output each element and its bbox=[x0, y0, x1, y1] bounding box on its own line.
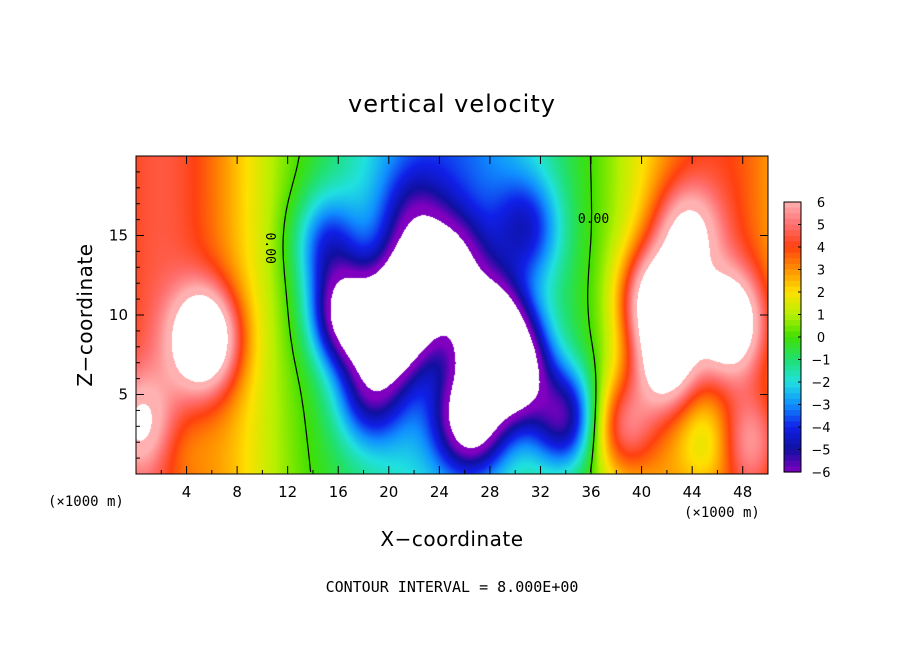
colorbar-swatch bbox=[784, 331, 801, 338]
colorbar-swatch bbox=[784, 314, 801, 321]
colorbar-swatch bbox=[784, 376, 801, 383]
x-axis-ticks: 4 8 12 16 20 24 28 32 36 40 44 48 bbox=[160, 156, 752, 501]
colorbar-swatch bbox=[784, 421, 801, 428]
x-tick-label: 48 bbox=[733, 483, 752, 501]
colorbar-swatch bbox=[784, 224, 801, 231]
colorbar-swatch bbox=[784, 275, 801, 282]
x-tick-label: 16 bbox=[329, 483, 348, 501]
colorbar-tick-label: 4 bbox=[817, 241, 825, 256]
chart-title: vertical velocity bbox=[348, 90, 556, 118]
x-tick-label: 20 bbox=[379, 483, 398, 501]
colorbar-tick-label: 2 bbox=[817, 286, 825, 301]
colorbar-swatch bbox=[784, 320, 801, 327]
colorbar-swatch bbox=[784, 202, 801, 209]
colorbar-swatch bbox=[784, 382, 801, 389]
colorbar-swatch bbox=[784, 269, 801, 276]
colorbar-swatch bbox=[784, 427, 801, 434]
y-axis-ticks: 5 10 15 bbox=[109, 171, 768, 459]
colorbar-tick-label: 3 bbox=[817, 264, 825, 279]
colorbar-swatch bbox=[784, 410, 801, 417]
colorbar-swatch bbox=[784, 280, 801, 287]
colorbar-swatch bbox=[784, 415, 801, 422]
x-tick-label: 8 bbox=[232, 483, 242, 501]
colorbar-swatch bbox=[784, 365, 801, 372]
colorbar-tick-label: 6 bbox=[817, 196, 825, 211]
colorbar-swatch bbox=[784, 303, 801, 310]
colorbar-swatch bbox=[784, 235, 801, 242]
x-tick-label: 36 bbox=[581, 483, 600, 501]
colorbar-swatch bbox=[784, 342, 801, 349]
x-tick-label: 40 bbox=[632, 483, 651, 501]
colorbar-swatch bbox=[784, 241, 801, 248]
contour-interval-note: CONTOUR INTERVAL = 8.000E+00 bbox=[326, 578, 579, 596]
colorbar-swatch bbox=[784, 263, 801, 271]
colorbar-tick-label: −1 bbox=[811, 354, 830, 369]
x-tick-label: 24 bbox=[430, 483, 449, 501]
colorbar-swatch bbox=[784, 359, 801, 366]
colorbar-tick-label: −5 bbox=[811, 444, 830, 459]
y-tick-label: 10 bbox=[109, 306, 128, 324]
y-axis-label: Z−coordinate bbox=[73, 243, 97, 386]
colorbar-swatch bbox=[784, 258, 801, 265]
contour-label: 0.00 bbox=[578, 212, 609, 227]
x-tick-label: 4 bbox=[182, 483, 192, 501]
colorbar-swatch bbox=[784, 393, 801, 400]
contour-label: 0.00 bbox=[262, 233, 277, 264]
colorbar-swatch bbox=[784, 449, 801, 456]
x-unit-right: (×1000 m) bbox=[684, 505, 760, 521]
colorbar-swatch bbox=[784, 348, 801, 355]
colorbar-swatch bbox=[784, 466, 801, 473]
colorbar-tick-label: −4 bbox=[811, 421, 830, 436]
colorbar-swatch bbox=[784, 213, 801, 220]
heatmap-field bbox=[136, 156, 768, 474]
colorbar-swatch bbox=[784, 337, 801, 344]
colorbar-swatch bbox=[784, 398, 801, 406]
colorbar-swatch bbox=[784, 387, 801, 394]
colorbar: 6 5 4 3 2 1 0 −1 −2 −3 −4 −5 −6 bbox=[783, 196, 831, 481]
colorbar-swatch bbox=[784, 297, 801, 304]
x-tick-label: 32 bbox=[531, 483, 550, 501]
colorbar-swatch bbox=[784, 230, 801, 237]
colorbar-swatch bbox=[784, 308, 801, 316]
colorbar-swatch bbox=[784, 207, 801, 214]
colorbar-swatch bbox=[784, 292, 801, 299]
colorbar-tick-label: 0 bbox=[817, 331, 825, 346]
contour-lines bbox=[282, 155, 597, 473]
y-tick-label: 5 bbox=[118, 386, 128, 404]
colorbar-swatch bbox=[784, 370, 801, 377]
colorbar-tick-label: 1 bbox=[817, 309, 825, 324]
colorbar-swatch bbox=[784, 438, 801, 445]
zero-contour bbox=[282, 155, 597, 473]
x-tick-label: 44 bbox=[683, 483, 702, 501]
colorbar-tick-label: −3 bbox=[811, 399, 830, 414]
colorbar-swatch bbox=[784, 218, 801, 226]
x-axis-label: X−coordinate bbox=[380, 527, 523, 551]
colorbar-swatch bbox=[784, 353, 801, 361]
colorbar-swatch bbox=[784, 404, 801, 411]
colorbar-swatch bbox=[784, 325, 801, 332]
colorbar-swatch bbox=[784, 432, 801, 439]
x-tick-label: 12 bbox=[278, 483, 297, 501]
colorbar-swatch bbox=[784, 460, 801, 467]
colorbar-swatch bbox=[784, 247, 801, 254]
contour-labels: 0.00 0.00 bbox=[262, 212, 609, 264]
x-tick-label: 28 bbox=[480, 483, 499, 501]
colorbar-swatch bbox=[784, 286, 801, 293]
colorbar-swatch bbox=[784, 455, 801, 462]
y-tick-label: 15 bbox=[109, 227, 128, 245]
colorbar-tick-label: 5 bbox=[817, 219, 825, 234]
colorbar-swatch bbox=[784, 443, 801, 451]
colorbar-tick-label: −6 bbox=[811, 466, 830, 481]
x-unit-left: (×1000 m) bbox=[48, 494, 124, 510]
colorbar-swatch bbox=[784, 252, 801, 259]
colorbar-tick-label: −2 bbox=[811, 376, 830, 391]
